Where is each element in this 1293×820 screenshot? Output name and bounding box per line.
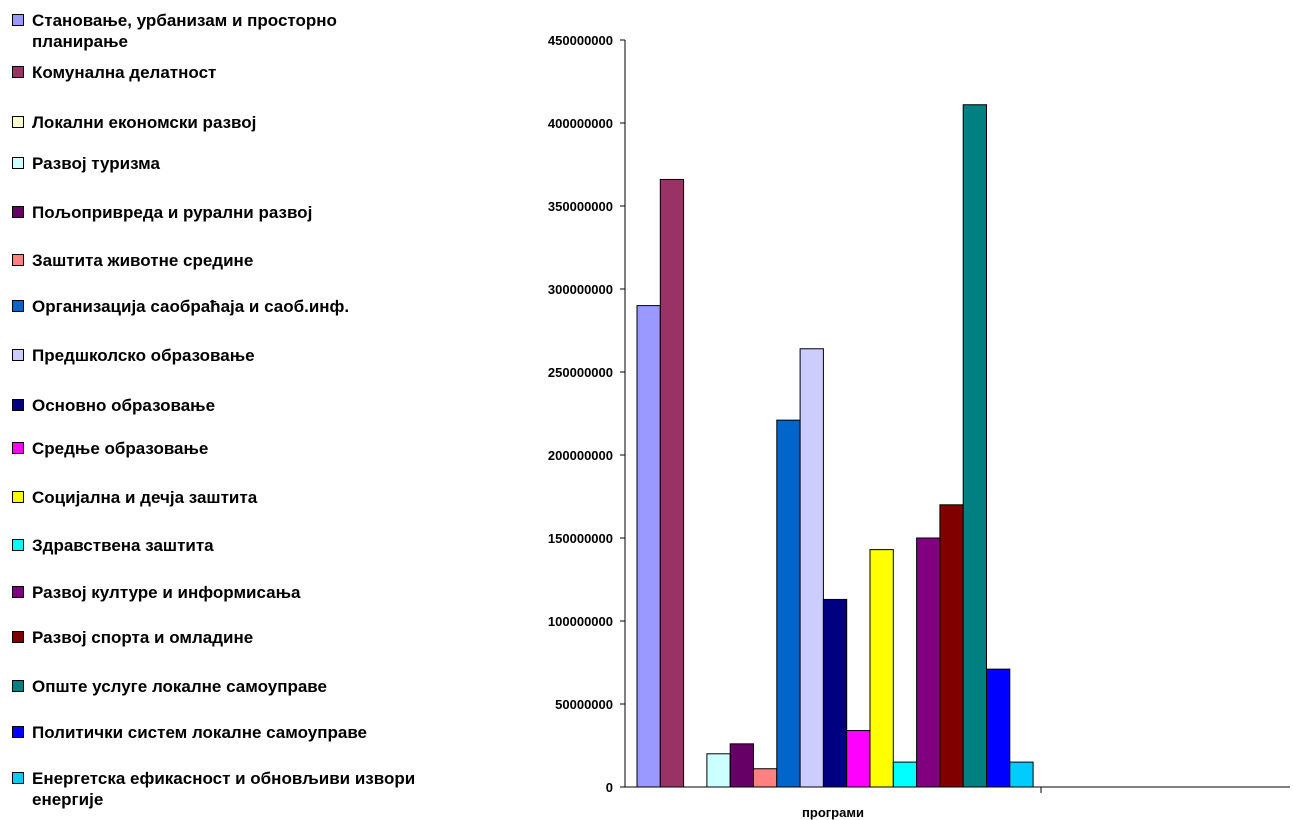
bar xyxy=(800,349,823,787)
x-axis-label: програми xyxy=(802,805,864,820)
y-tick-label: 200000000 xyxy=(548,448,613,463)
bar xyxy=(963,105,986,787)
bar xyxy=(940,505,963,787)
y-tick-label: 50000000 xyxy=(555,697,613,712)
bar xyxy=(987,669,1010,787)
y-tick-label: 450000000 xyxy=(548,33,613,48)
chart-bars xyxy=(637,105,1033,787)
bar xyxy=(754,769,777,787)
bar xyxy=(917,538,940,787)
y-tick-label: 150000000 xyxy=(548,531,613,546)
bar xyxy=(777,420,800,787)
bar xyxy=(707,754,730,787)
bar xyxy=(1010,762,1033,787)
bar xyxy=(847,731,870,787)
bar xyxy=(870,550,893,787)
y-tick-label: 350000000 xyxy=(548,199,613,214)
y-tick-label: 400000000 xyxy=(548,116,613,131)
y-tick-label: 100000000 xyxy=(548,614,613,629)
y-tick-label: 300000000 xyxy=(548,282,613,297)
y-tick-label: 0 xyxy=(606,780,613,795)
y-axis-ticks: 0 50000000 100000000 150000000 200000000 2500… xyxy=(548,33,625,795)
bar xyxy=(637,306,660,787)
bar xyxy=(730,744,753,787)
bar xyxy=(893,762,916,787)
bar xyxy=(660,179,683,787)
bar xyxy=(823,599,846,787)
y-tick-label: 250000000 xyxy=(548,365,613,380)
